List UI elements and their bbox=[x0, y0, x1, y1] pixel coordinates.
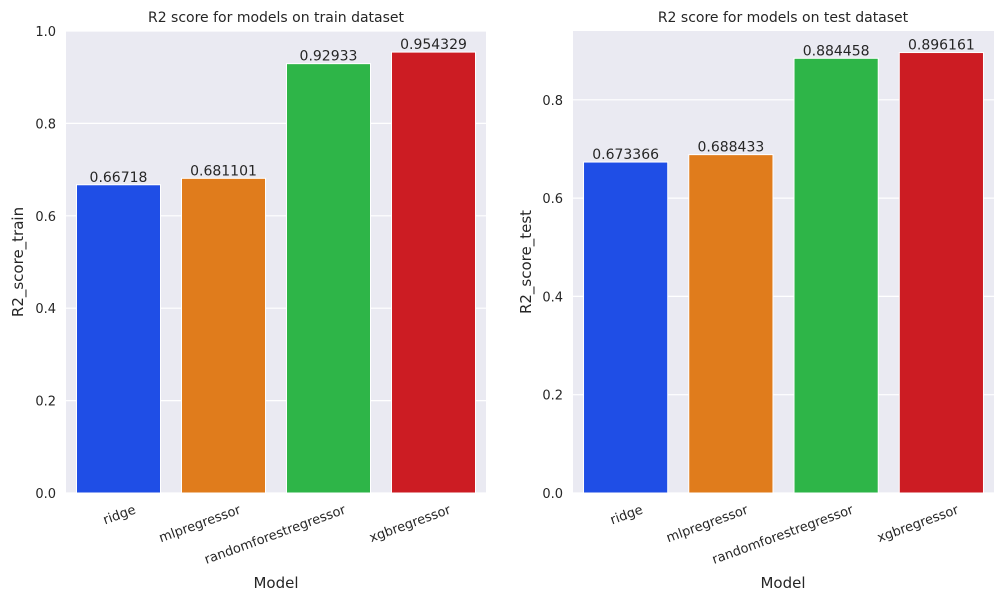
train-data-labels: 0.66718 0.681101 0.92933 0.954329 bbox=[90, 37, 467, 186]
train-bar-mlpregressor bbox=[181, 177, 266, 494]
train-y-tick-label: 0.4 bbox=[35, 302, 56, 317]
train-chart: 0.66718 0.681101 0.92933 0.954329 0.0 0.2 0.4… bbox=[9, 10, 486, 592]
test-y-tick-label: 0.0 bbox=[542, 487, 563, 502]
test-bar-mlpregressor bbox=[688, 154, 774, 494]
train-y-tick-label: 0.2 bbox=[35, 395, 56, 410]
train-y-tick-label: 0.8 bbox=[35, 117, 56, 132]
test-y-tick-label: 0.2 bbox=[542, 389, 563, 404]
test-data-labels: 0.673366 0.688433 0.884458 0.896161 bbox=[592, 38, 975, 164]
train-chart-title: R2 score for models on train dataset bbox=[148, 10, 405, 26]
test-data-label: 0.688433 bbox=[697, 140, 764, 156]
test-data-label: 0.884458 bbox=[803, 43, 870, 59]
train-y-axis-label: R2_score_train bbox=[9, 207, 28, 317]
test-y-tick-label: 0.8 bbox=[542, 94, 563, 109]
test-y-tick-label: 0.4 bbox=[542, 290, 563, 305]
train-bar-ridge bbox=[76, 184, 161, 494]
test-y-ticks: 0.0 0.2 0.4 0.6 0.8 bbox=[542, 94, 563, 502]
train-data-label: 0.66718 bbox=[90, 170, 148, 186]
train-y-tick-label: 1.0 bbox=[35, 25, 56, 40]
train-data-label: 0.92933 bbox=[300, 49, 358, 65]
test-bar-xgbregressor bbox=[898, 52, 984, 494]
train-x-tick-label: mlpregressor bbox=[157, 502, 243, 546]
test-bar-randomforestregressor bbox=[793, 57, 879, 494]
train-y-ticks: 0.0 0.2 0.4 0.6 0.8 1.0 bbox=[35, 25, 56, 502]
train-y-tick-label: 0.0 bbox=[35, 487, 56, 502]
train-data-label: 0.954329 bbox=[400, 37, 467, 53]
test-data-label: 0.673366 bbox=[592, 147, 659, 163]
test-y-axis-label: R2_score_test bbox=[517, 210, 536, 314]
train-x-tick-label: xgbregressor bbox=[367, 502, 453, 546]
test-chart-title: R2 score for models on test dataset bbox=[658, 10, 909, 26]
test-x-axis-label: Model bbox=[760, 574, 805, 592]
train-bar-xgbregressor bbox=[391, 51, 476, 494]
test-bar-ridge bbox=[583, 161, 669, 494]
test-x-tick-label: xgbregressor bbox=[875, 502, 961, 546]
test-bars bbox=[583, 52, 984, 494]
test-data-label: 0.896161 bbox=[908, 38, 975, 54]
test-y-tick-label: 0.6 bbox=[542, 192, 563, 207]
test-x-tick-label: mlpregressor bbox=[665, 502, 751, 546]
train-data-label: 0.681101 bbox=[190, 163, 257, 179]
train-bar-randomforestregressor bbox=[286, 63, 371, 494]
test-x-tick-label: ridge bbox=[608, 503, 645, 529]
train-y-tick-label: 0.6 bbox=[35, 210, 56, 225]
train-bars bbox=[76, 51, 476, 494]
train-x-axis-label: Model bbox=[253, 574, 298, 592]
train-x-tick-label: ridge bbox=[101, 503, 138, 529]
